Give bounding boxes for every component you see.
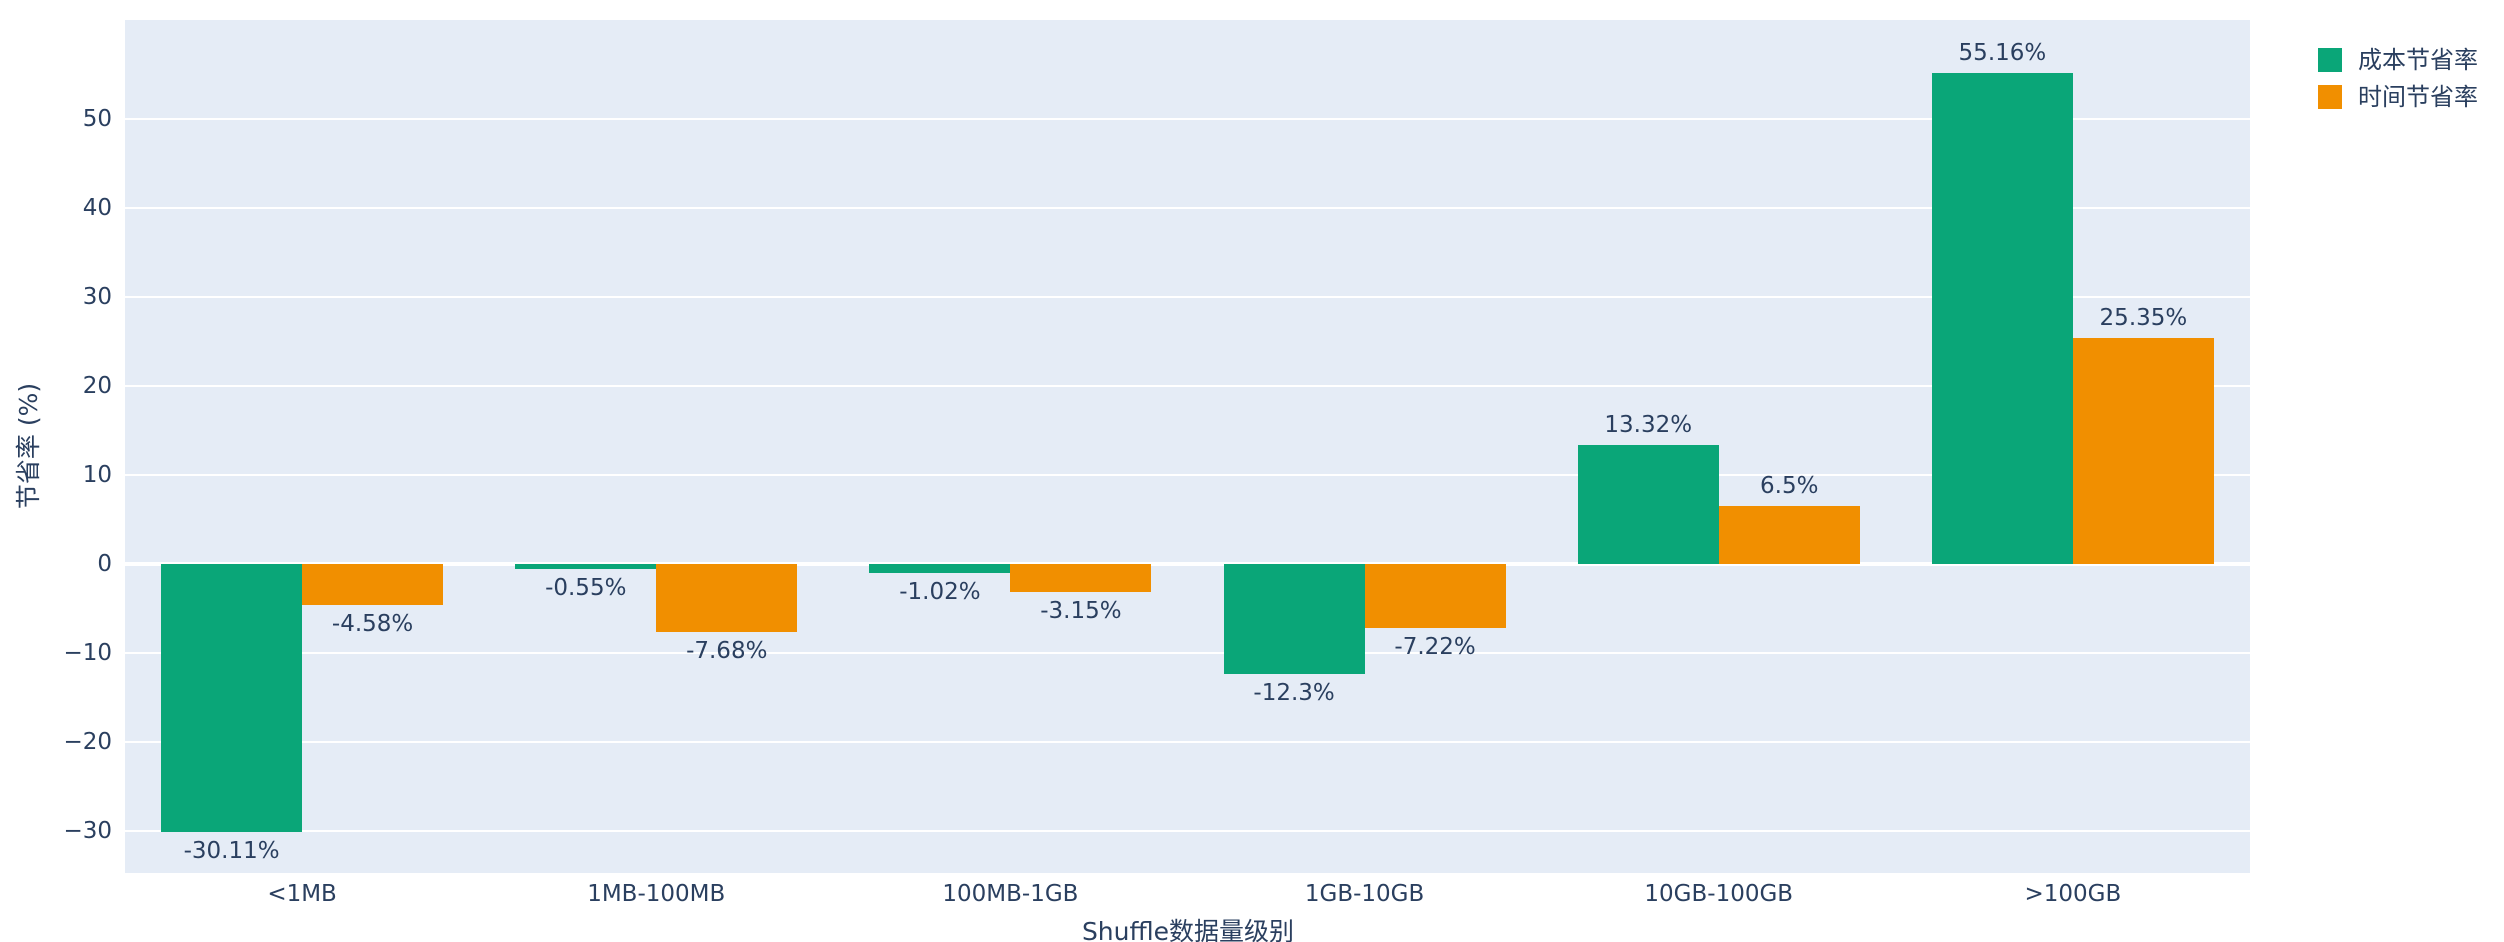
x-tick-label: 100MB-1GB xyxy=(942,881,1079,907)
legend: 成本节省率时间节省率 xyxy=(2318,47,2478,121)
bar-value-label: 13.32% xyxy=(1604,412,1693,439)
bar-value-label: 6.5% xyxy=(1760,473,1819,500)
x-axis-title: Shuffle数据量级别 xyxy=(1081,917,1295,942)
bar-value-label: -0.55% xyxy=(545,574,627,601)
y-tick-label: 30 xyxy=(82,283,112,310)
x-tick-label: <1MB xyxy=(267,881,337,907)
gridline xyxy=(125,652,2250,655)
gridline xyxy=(125,473,2250,476)
bar-value-label: -7.68% xyxy=(686,638,768,665)
plot-area[interactable]: -30.11% -4.58% -0.55% -7.68% -1.02% -3.15% -12… xyxy=(125,20,2250,873)
gridline xyxy=(125,117,2250,120)
y-tick-label: 0 xyxy=(97,551,112,578)
bar-value-label: 55.16% xyxy=(1958,39,2047,66)
y-tick-label: −20 xyxy=(63,729,112,756)
legend-swatch-icon xyxy=(2318,48,2342,72)
bar-value-label: -4.58% xyxy=(331,610,414,637)
bar-value-label: -1.02% xyxy=(899,579,981,606)
legend-item-时间节省率[interactable]: 时间节省率 xyxy=(2318,84,2478,110)
gridline xyxy=(125,741,2250,744)
bar-value-label: -3.15% xyxy=(1040,598,1122,625)
x-tick-label: 1MB-100MB xyxy=(587,881,726,907)
gridline xyxy=(125,206,2250,209)
bar-cost-1MB-100MB xyxy=(515,564,657,569)
legend-item-label: 时间节省率 xyxy=(2358,83,2478,111)
x-tick-label: 1GB-10GB xyxy=(1304,881,1425,907)
bar-time-1MB-100MB xyxy=(656,564,798,633)
gridline xyxy=(125,830,2250,833)
bar-cost-100MB-1GB xyxy=(869,564,1011,574)
y-tick-label: −10 xyxy=(63,640,112,667)
bar-time->100GB xyxy=(2072,338,2214,565)
bar-value-label: -12.3% xyxy=(1253,679,1335,706)
y-tick-label: 40 xyxy=(82,194,112,221)
x-tick-label: 10GB-100GB xyxy=(1644,881,1794,907)
bar-cost->100GB xyxy=(1931,72,2073,565)
legend-swatch-icon xyxy=(2318,85,2342,109)
bar-time-10GB-100GB xyxy=(1718,506,1860,565)
legend-item-label: 成本节省率 xyxy=(2358,46,2478,74)
y-tick-label: 10 xyxy=(82,461,112,488)
y-tick-label: 20 xyxy=(82,372,112,399)
x-tick-label: >100GB xyxy=(2024,881,2122,907)
gridline xyxy=(125,384,2250,387)
legend-item-成本节省率[interactable]: 成本节省率 xyxy=(2318,47,2478,73)
bar-value-label: -7.22% xyxy=(1394,634,1476,661)
bar-cost-1GB-10GB xyxy=(1223,564,1365,674)
bar-time-100MB-1GB xyxy=(1010,564,1152,593)
bar-value-label: 25.35% xyxy=(2099,305,2188,332)
zero-line xyxy=(125,562,2250,567)
y-tick-label: 50 xyxy=(82,105,112,132)
y-axis-title: 节省率 (%) xyxy=(14,382,43,510)
bar-cost-10GB-100GB xyxy=(1577,445,1719,565)
bar-time-<1MB xyxy=(302,564,444,605)
bar-value-label: -30.11% xyxy=(183,838,280,865)
y-tick-label: −30 xyxy=(63,818,112,845)
bar-cost-<1MB xyxy=(161,564,303,833)
gridline xyxy=(125,295,2250,298)
bar-time-1GB-10GB xyxy=(1364,564,1506,629)
